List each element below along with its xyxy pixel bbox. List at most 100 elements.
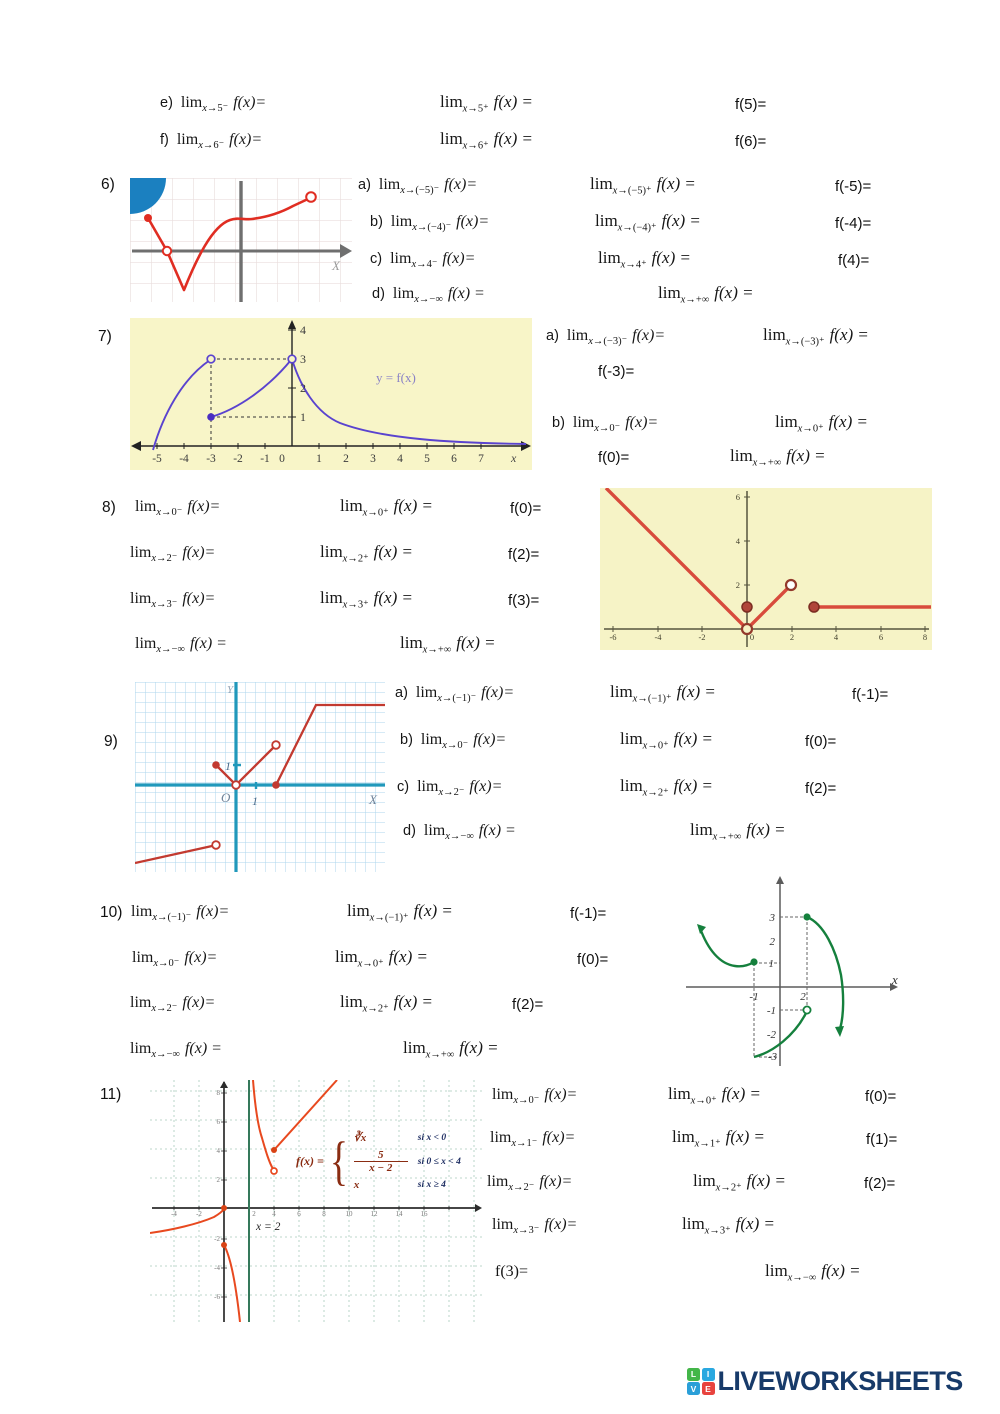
piecewise-condition: si x < 0	[417, 1132, 447, 1143]
tick-label: 6	[217, 1118, 221, 1126]
fraction-denominator: x − 2	[353, 1161, 408, 1174]
x-axis-label: X	[368, 792, 378, 807]
limit-expression: b) limx→0⁻ f(x)=	[400, 731, 506, 752]
function-value-label: f(1)=	[866, 1131, 898, 1148]
tick-label: 14	[396, 1210, 404, 1218]
tick-label: -4	[171, 1210, 177, 1218]
tick-label: 8	[322, 1210, 326, 1218]
logo-tile-e: E	[701, 1382, 715, 1396]
open-point	[270, 1167, 278, 1175]
problem-number: 7)	[98, 328, 112, 345]
function-value-label: f(0)=	[805, 733, 837, 750]
tick-label: 2	[217, 1176, 221, 1184]
plot-background	[130, 318, 532, 470]
closed-point	[272, 781, 280, 789]
limit-expression: b) limx→0⁻ f(x)=	[552, 414, 658, 435]
tick-label: -2	[233, 453, 243, 465]
item-letter: a)	[546, 328, 559, 344]
graph-problem-9: Y X O 1 1	[135, 682, 385, 872]
tick-label: 6	[451, 453, 457, 465]
tick-label: 2	[343, 453, 349, 465]
graph-problem-8: -6 -4 -2 0 2 4 6 8 2 4 6	[600, 488, 932, 650]
axis-ticks	[612, 496, 926, 632]
tick-label: 2	[790, 632, 794, 642]
limit-expression: limx→−∞ f(x) =	[135, 635, 227, 656]
tick-label: -6	[609, 632, 616, 642]
tick-label: 1	[225, 759, 231, 773]
closed-point	[741, 601, 753, 613]
tick-label: 8	[217, 1089, 221, 1097]
limit-expression: limx→0⁺ f(x) =	[335, 947, 428, 970]
tick-label: 2	[736, 580, 740, 590]
open-point	[784, 578, 798, 592]
grid-lines	[135, 682, 385, 872]
limit-expression: limx→0⁺ f(x) =	[775, 412, 868, 435]
piecewise-condition: si x ≥ 4	[417, 1180, 446, 1191]
closed-point	[808, 601, 820, 613]
function-curve	[146, 197, 309, 292]
x-axis-label: x	[891, 972, 898, 987]
limit-expression: limx→(−1)⁺ f(x) =	[610, 682, 715, 705]
graph-problem-6: X	[130, 178, 352, 302]
tick-label: -2	[196, 1210, 202, 1218]
item-letter: b)	[552, 415, 565, 431]
limit-expression: limx→3⁻ f(x)=	[492, 1216, 577, 1237]
tick-label: 6	[879, 632, 883, 642]
limit-expression: limx→3⁺ f(x) =	[682, 1214, 775, 1237]
closed-point	[144, 214, 152, 222]
tick-label: -4	[654, 632, 662, 642]
limit-expression: limx→1⁺ f(x) =	[672, 1127, 765, 1150]
x-axis-label: x	[510, 451, 517, 465]
function-value-label: f(6)=	[735, 133, 767, 150]
limit-expression: limx→(−1)⁻ f(x)=	[131, 903, 229, 924]
tick-label: 7	[478, 453, 484, 465]
function-curve	[273, 1080, 338, 1151]
tick-label: 2	[300, 381, 306, 395]
function-value-label: f(-3)=	[598, 363, 635, 380]
open-point	[271, 740, 281, 750]
tick-label: -2	[767, 1029, 777, 1041]
tick-label: 4	[300, 323, 306, 337]
tick-label: 0	[279, 453, 285, 465]
tick-label: 5	[424, 453, 430, 465]
tick-label: -4	[214, 1264, 220, 1272]
closed-point	[271, 1147, 277, 1153]
limit-expression: limx→2⁺ f(x) =	[340, 992, 433, 1015]
item-letter: c)	[370, 251, 383, 267]
limit-expression: limx→2⁺ f(x) =	[620, 776, 713, 799]
limit-expression: limx→0⁺ f(x) =	[620, 729, 713, 752]
function-value-label: f(-4)=	[835, 215, 872, 232]
tick-label: -4	[179, 453, 189, 465]
function-value-label: f(2)=	[508, 546, 540, 563]
curve-label: y = f(x)	[376, 370, 416, 385]
y-axis-arrow	[776, 876, 784, 884]
grid-lines	[150, 1080, 482, 1322]
closed-point	[207, 413, 215, 421]
item-letter: f)	[160, 132, 169, 148]
open-point	[287, 354, 297, 364]
limit-expression: c) limx→2⁻ f(x)=	[397, 778, 502, 799]
piecewise-function-name: f(x) =	[296, 1153, 324, 1168]
y-axis-arrow	[220, 1081, 228, 1088]
function-value-label: f(0)=	[510, 500, 542, 517]
tick-label: -2	[214, 1235, 220, 1243]
tick-label: 1	[769, 958, 775, 970]
origin-label: O	[221, 790, 231, 805]
asymptote-label: x = 2	[255, 1221, 281, 1233]
graph-problem-11: x = 2 -4 -2 2 4 6 8 10 12 14 16 8 6 4 2 -2 -4 -6	[150, 1080, 482, 1322]
function-value-label: f(0)=	[598, 449, 630, 466]
item-letter: d)	[403, 823, 416, 839]
problem-number: 10)	[100, 904, 123, 921]
piecewise-expression: ∛x	[353, 1132, 367, 1144]
tick-label: -2	[698, 632, 705, 642]
blue-corner-decoration	[130, 178, 166, 214]
limit-expression: limx→5⁺ f(x) =	[440, 92, 533, 115]
limit-expression: limx→4⁺ f(x) =	[598, 248, 691, 271]
open-point	[161, 245, 173, 257]
tick-label: 4	[736, 536, 741, 546]
function-curve	[604, 488, 749, 631]
function-curve	[223, 1244, 241, 1322]
